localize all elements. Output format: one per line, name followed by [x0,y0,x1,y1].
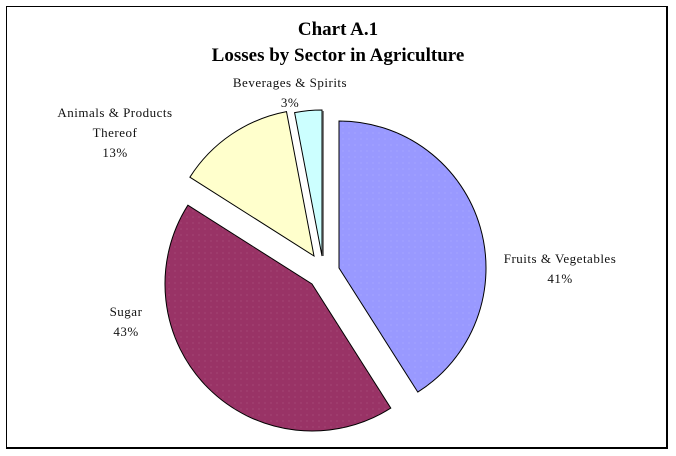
label-animals-name-2: Thereof [92,125,138,140]
label-sugar-pct: 43% [113,324,139,339]
slice-animals-products [189,111,315,258]
label-fruits: Fruits & Vegetables 41% [490,249,630,289]
label-fruits-name: Fruits & Vegetables [503,251,617,266]
chart-title: Chart A.1 [297,19,379,40]
label-animals-pct: 13% [102,145,128,160]
slice-fruits-vegetables [338,120,487,393]
label-beverages-name: Beverages & Spirits [232,75,348,90]
chart-subtitle: Losses by Sector in Agriculture [211,45,465,66]
slice-beverages-spirits [294,109,324,257]
label-sugar-name: Sugar [109,304,143,319]
slice-sugar [164,204,392,432]
label-fruits-pct: 41% [547,271,573,286]
label-sugar: Sugar 43% [96,302,156,342]
label-animals-name-1: Animals & Products [57,105,173,120]
label-beverages-pct: 3% [280,95,300,110]
label-animals: Animals & Products Thereof 13% [40,103,190,163]
label-beverages: Beverages & Spirits 3% [210,73,370,113]
